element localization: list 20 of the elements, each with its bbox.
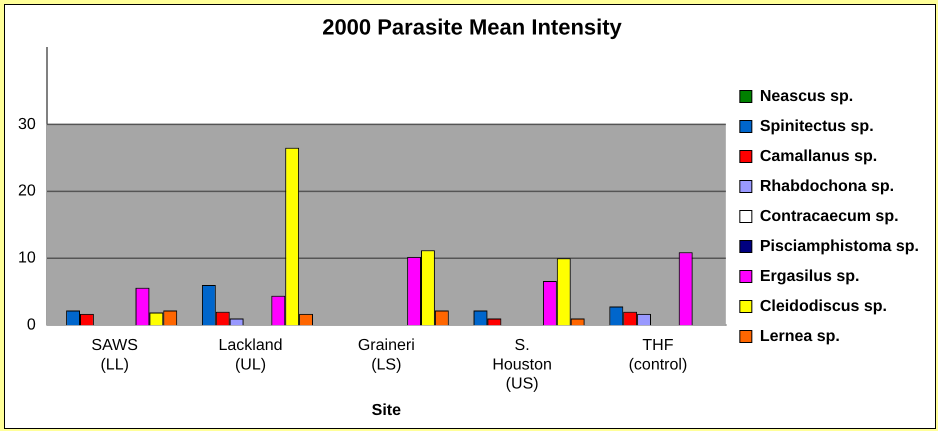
x-tick-label: Lackland (UL) (218, 337, 283, 374)
legend-label: Spinitectus sp. (760, 118, 874, 135)
x-tick-label: SAWS (LL) (91, 337, 138, 374)
y-tick-label: 20 (18, 182, 36, 200)
legend-label: Rhabdochona sp. (760, 178, 894, 195)
legend-label: Lernea sp. (760, 328, 840, 345)
legend-label: Camallanus sp. (760, 148, 878, 165)
legend-label: Cleidodiscus sp. (760, 298, 887, 315)
y-tick-label: 0 (26, 316, 36, 334)
y-tick-label: 10 (18, 250, 36, 267)
x-tick-label: S. Houston (US) (492, 337, 552, 393)
legend-label: Contracaecum sp. (760, 208, 899, 225)
legend-label: Ergasilus sp. (760, 268, 860, 285)
x-tick-label: Graineri (LS) (358, 337, 415, 374)
chart-title: 2000 Parasite Mean Intensity (322, 14, 623, 40)
x-tick-label: THF (control) (628, 337, 688, 374)
legend-label: Pisciamphistoma sp. (760, 238, 920, 255)
y-tick-label: 30 (18, 116, 36, 133)
legend-label: Neascus sp. (760, 88, 854, 105)
x-axis-title: Site (372, 402, 402, 419)
